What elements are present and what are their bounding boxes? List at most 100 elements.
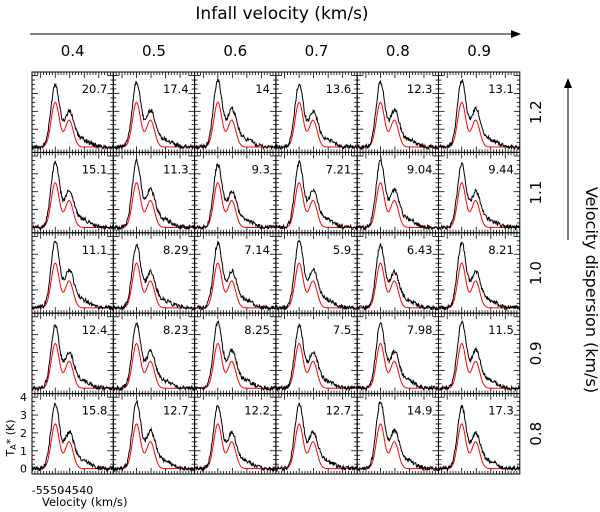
infall-velocity-labels: 0.4 0.5 0.6 0.7 0.8 0.9 xyxy=(61,42,491,60)
panel-value-label: 6.43 xyxy=(407,243,433,257)
observed-spectrum-line xyxy=(113,157,196,232)
spectrum-panel: 14.9 xyxy=(356,393,440,475)
observed-spectrum-line xyxy=(31,82,114,151)
panel-value-label: 9.04 xyxy=(407,162,433,176)
panel-value-label: 9.44 xyxy=(488,162,514,176)
panel-value-label: 9.3 xyxy=(252,162,270,176)
spectrum-panel: 8.21 xyxy=(438,232,521,314)
model-fit-line xyxy=(32,101,114,148)
y-tick-label: 4 xyxy=(20,391,27,404)
panel-value-label: 8.23 xyxy=(163,323,189,337)
model-fit-line xyxy=(194,182,276,228)
observed-spectrum-line xyxy=(438,161,521,231)
model-fit-line xyxy=(357,342,439,389)
panel-value-label: 8.29 xyxy=(163,243,189,257)
model-fit-line xyxy=(275,262,358,309)
velocity-dispersion-label: 0.8 xyxy=(527,422,545,446)
spectrum-panel: 9.3 xyxy=(194,151,277,234)
spectrum-panel: 9.04 xyxy=(356,151,440,234)
panel-value-label: 12.4 xyxy=(82,323,108,337)
observed-spectrum-line xyxy=(112,400,196,473)
observed-spectrum-line xyxy=(438,320,521,392)
panel-value-label: 14 xyxy=(255,82,270,96)
panel-value-label: 11.5 xyxy=(488,323,514,337)
infall-velocity-label: 0.9 xyxy=(467,42,491,60)
model-fit-line xyxy=(194,342,276,389)
spectrum-panel: 12.7 xyxy=(275,393,358,475)
observed-spectrum-line xyxy=(438,404,521,473)
model-fit-line xyxy=(275,101,358,148)
model-fit-line xyxy=(275,423,358,470)
observed-spectrum-line xyxy=(194,163,277,230)
spectrum-panel: 12.4 xyxy=(31,312,114,395)
spectrum-panel: 12.3 xyxy=(356,71,440,153)
dispersion-labels: 1.2 1.1 1.0 0.9 0.8 xyxy=(527,100,545,445)
panel-value-label: 8.25 xyxy=(244,323,270,337)
panel-value-label: 7.5 xyxy=(333,323,351,337)
infall-velocity-title: Infall velocity (km/s) xyxy=(195,4,368,24)
infall-arrow-head xyxy=(511,30,521,38)
panel-value-label: 13.6 xyxy=(326,82,352,96)
x-axis-label: Velocity (km/s) xyxy=(42,495,127,509)
spectrum-panel: 7.5 xyxy=(275,312,358,395)
x-tick-label: -55 xyxy=(32,484,50,497)
panel-value-label: 15.8 xyxy=(82,404,108,418)
spectrum-panel: 17.4 xyxy=(112,71,196,153)
model-fit-line xyxy=(113,423,195,470)
infall-axis-header: Infall velocity (km/s) xyxy=(30,4,521,38)
observed-spectrum-line xyxy=(112,81,196,151)
panel-value-label: 7.21 xyxy=(326,162,352,176)
spectrum-panel: 14 xyxy=(194,71,277,153)
panel-value-label: 17.3 xyxy=(488,404,514,418)
panel-value-label: 7.14 xyxy=(244,243,270,257)
model-fit-line xyxy=(32,262,114,309)
panel-value-label: 20.7 xyxy=(82,82,108,96)
observed-spectrum-line xyxy=(112,243,196,311)
model-fit-line xyxy=(357,182,439,228)
model-fit-line xyxy=(194,262,276,309)
spectrum-panel: 11.5 xyxy=(438,312,521,395)
spectrum-panel: 8.23 xyxy=(112,312,196,395)
panel-value-label: 14.9 xyxy=(407,404,433,418)
observed-spectrum-line xyxy=(356,322,439,392)
infall-velocity-label: 0.6 xyxy=(223,42,247,60)
observed-spectrum-line xyxy=(275,239,358,312)
observed-spectrum-line xyxy=(194,404,277,473)
observed-spectrum-line xyxy=(438,241,521,312)
panel-value-label: 12.7 xyxy=(163,404,189,418)
model-fit-line xyxy=(32,182,114,228)
model-fit-line xyxy=(113,182,195,228)
panel-frame xyxy=(438,393,521,475)
infall-velocity-label: 0.8 xyxy=(386,42,410,60)
spectrum-panel: 20.7 xyxy=(31,71,114,153)
model-fit-line xyxy=(438,182,520,228)
model-fit-line xyxy=(194,423,276,470)
spectrum-panel: 11.3 xyxy=(112,151,196,234)
panel-value-label: 7.98 xyxy=(407,323,433,337)
observed-spectrum-line xyxy=(31,324,114,393)
velocity-dispersion-label: 0.9 xyxy=(527,341,545,365)
observed-spectrum-line xyxy=(31,160,114,231)
panel-value-label: 17.4 xyxy=(163,82,189,96)
model-fit-line xyxy=(32,342,114,389)
observed-spectrum-line xyxy=(194,78,277,151)
dispersion-arrow-head xyxy=(564,78,572,88)
spectrum-panel: 5.9 xyxy=(275,232,358,314)
x-tick-label: -45 xyxy=(61,484,79,497)
observed-spectrum-line xyxy=(356,243,439,311)
model-fit-line xyxy=(357,101,439,148)
panel-value-label: 11.3 xyxy=(163,162,189,176)
observed-spectrum-line xyxy=(356,79,439,151)
model-fit-line xyxy=(113,101,195,148)
panel-value-label: 12.2 xyxy=(244,404,270,418)
observed-spectrum-line xyxy=(275,83,358,150)
spectrum-panel: 8.29 xyxy=(112,232,196,314)
observed-spectrum-line xyxy=(438,79,521,151)
spectrum-panel: 9.44 xyxy=(438,151,521,234)
spectrum-panel: 7.14 xyxy=(194,232,277,314)
observed-spectrum-line xyxy=(194,240,277,312)
spectrum-panel: 15.8 xyxy=(31,393,114,475)
model-fit-line xyxy=(438,423,520,470)
panel-value-label: 5.9 xyxy=(333,243,351,257)
